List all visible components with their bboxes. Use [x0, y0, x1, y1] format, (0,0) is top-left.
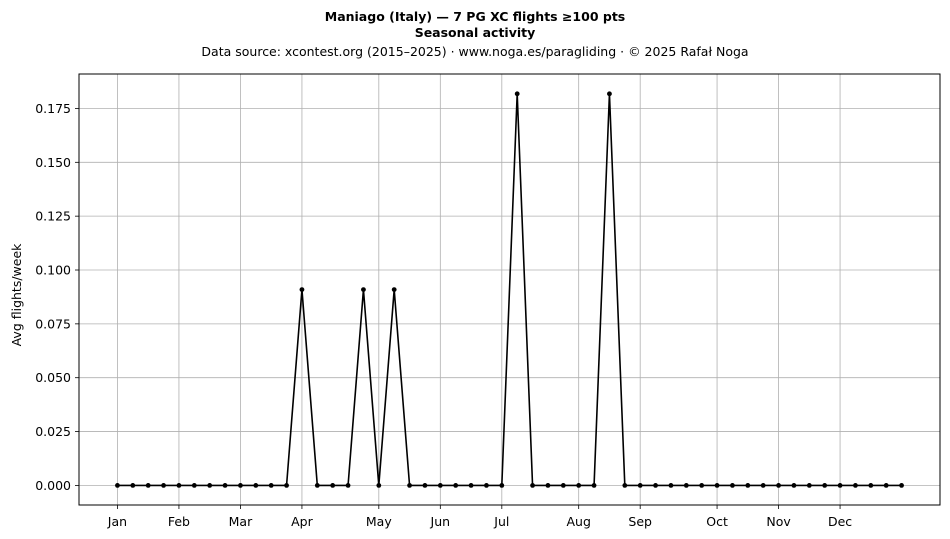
y-tick-label: 0.125	[35, 209, 71, 224]
data-point	[130, 482, 136, 488]
x-tick-label: Jul	[493, 514, 509, 529]
data-point	[822, 482, 828, 488]
y-tick-label: 0.050	[35, 370, 71, 385]
data-point	[868, 482, 874, 488]
series-line	[117, 93, 902, 487]
series-line-path	[117, 93, 902, 487]
data-point	[683, 482, 689, 488]
x-tick-label: Mar	[229, 514, 253, 529]
data-point	[422, 482, 428, 488]
data-point	[222, 482, 228, 488]
data-point	[268, 482, 274, 488]
series-points	[115, 91, 904, 488]
chart-subtitle: Seasonal activity	[415, 25, 536, 40]
y-tick-label: 0.150	[35, 155, 71, 170]
data-point	[253, 482, 259, 488]
data-point	[499, 482, 505, 488]
chart-source: Data source: xcontest.org (2015–2025) · …	[201, 44, 748, 59]
x-tick-label: Jun	[430, 514, 451, 529]
plot-frame	[78, 73, 941, 506]
data-point	[238, 482, 243, 488]
y-axis: 0.000 0.025 0.050 0.075 0.100 0.125 0.150 0.175	[35, 101, 79, 493]
data-point	[730, 482, 735, 488]
x-tick-label: Jan	[107, 514, 127, 529]
data-point	[653, 482, 658, 488]
data-point	[176, 482, 182, 488]
data-point	[745, 482, 751, 488]
data-point	[899, 482, 904, 488]
data-point	[314, 482, 320, 488]
y-axis-label: Avg flights/week	[9, 243, 24, 347]
data-point	[576, 482, 582, 488]
data-point	[361, 287, 366, 293]
data-point	[376, 482, 382, 488]
data-point	[530, 482, 535, 488]
data-point	[115, 482, 120, 488]
data-point	[699, 482, 705, 488]
data-point	[806, 482, 812, 488]
x-tick-label: Oct	[706, 514, 728, 529]
chart-title: Maniago (Italy) — 7 PG XC flights ≥100 p…	[325, 9, 626, 24]
data-point	[853, 482, 858, 488]
x-tick-label: Sep	[628, 514, 652, 529]
data-point	[345, 482, 351, 488]
data-point	[514, 91, 520, 97]
data-point	[407, 482, 412, 488]
data-point	[284, 482, 289, 488]
data-point	[437, 482, 443, 488]
data-point	[837, 482, 843, 488]
data-point	[883, 482, 889, 488]
data-point	[791, 482, 797, 488]
data-point	[760, 482, 766, 488]
y-tick-label: 0.075	[35, 316, 71, 331]
x-tick-label: May	[366, 514, 392, 529]
data-point	[391, 287, 397, 293]
data-point	[714, 482, 720, 488]
data-point	[607, 91, 612, 97]
x-axis: Jan Feb Mar Apr May Jun Jul Aug Sep Oct Nov Dec	[107, 505, 852, 529]
data-point	[776, 482, 781, 488]
x-tick-label: Feb	[168, 514, 190, 529]
data-point	[468, 482, 474, 488]
data-point	[330, 482, 336, 488]
data-point	[299, 287, 305, 293]
data-point	[484, 482, 489, 488]
y-tick-label: 0.100	[35, 263, 71, 278]
data-point	[560, 482, 566, 488]
x-tick-label: Nov	[766, 514, 791, 529]
data-point	[622, 482, 628, 488]
data-point	[591, 482, 597, 488]
data-point	[453, 482, 459, 488]
x-tick-label: Aug	[566, 514, 590, 529]
y-tick-label: 0.000	[35, 478, 71, 493]
y-tick-label: 0.025	[35, 424, 71, 439]
x-tick-label: Apr	[291, 514, 313, 529]
data-point	[191, 482, 197, 488]
data-point	[545, 482, 551, 488]
x-tick-label: Dec	[828, 514, 852, 529]
data-point	[637, 482, 643, 488]
data-point	[207, 482, 213, 488]
data-point	[161, 482, 166, 488]
y-tick-label: 0.175	[35, 101, 71, 116]
data-point	[145, 482, 151, 488]
data-point	[668, 482, 674, 488]
